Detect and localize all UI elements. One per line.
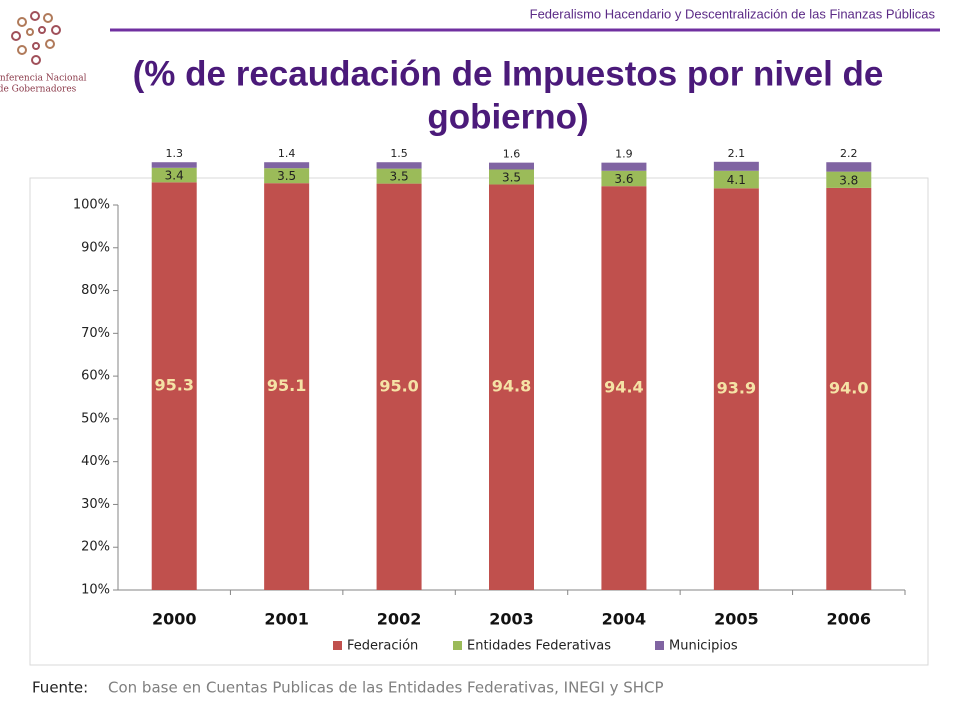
y-tick-label: 10% bbox=[81, 583, 110, 598]
bar-segment bbox=[826, 162, 872, 172]
bar-segment bbox=[151, 182, 197, 591]
legend-label: Entidades Federativas bbox=[467, 639, 611, 654]
data-label: 3.5 bbox=[390, 170, 409, 184]
bar-segment bbox=[713, 170, 759, 189]
bar-segment bbox=[376, 162, 422, 169]
chart: 10% 20% 30% 40% 50% 60% 70% 80% 90% 100% 2000 95.3 3… bbox=[73, 147, 906, 654]
x-tick-label: 2003 bbox=[489, 610, 534, 629]
logo-text: de Gobernadores bbox=[0, 85, 77, 95]
y-tick-label: 50% bbox=[81, 411, 110, 426]
logo-dot bbox=[32, 42, 40, 50]
y-tick-label: 60% bbox=[81, 369, 110, 384]
y-tick-label: 70% bbox=[81, 326, 110, 341]
bar-segment bbox=[489, 169, 534, 185]
data-label: 1.4 bbox=[278, 147, 296, 160]
bar-segment bbox=[826, 187, 872, 590]
footer-text: Con base en Cuentas Publicas de las Enti… bbox=[108, 679, 664, 697]
y-tick-label: 40% bbox=[81, 454, 110, 469]
data-label: 94.0 bbox=[829, 378, 868, 397]
y-tick-label: 30% bbox=[81, 497, 110, 512]
data-label: 95.0 bbox=[379, 376, 418, 395]
data-label: 93.9 bbox=[717, 379, 756, 398]
bar-segment bbox=[151, 167, 197, 183]
logo-text: Conferencia Nacional bbox=[0, 74, 87, 84]
bar-segment bbox=[376, 168, 422, 184]
title: (% de recaudación de Impuestos por nivel… bbox=[133, 54, 884, 93]
bar-segment bbox=[601, 170, 647, 187]
x-tick-label: 2005 bbox=[714, 610, 759, 629]
data-label: 3.6 bbox=[614, 172, 633, 186]
y-tick-label: 80% bbox=[81, 283, 110, 298]
logo-dot bbox=[26, 28, 34, 36]
x-tick-label: 2004 bbox=[602, 610, 647, 629]
top-note: Federalismo Hacendario y Descentralizaci… bbox=[530, 6, 936, 21]
bar-segment bbox=[264, 168, 310, 184]
bar-segment bbox=[489, 162, 534, 170]
legend-swatch bbox=[333, 641, 342, 650]
bar-segment bbox=[264, 162, 310, 169]
data-label: 95.3 bbox=[154, 376, 193, 395]
data-label: 2.2 bbox=[840, 147, 858, 160]
data-label: 3.8 bbox=[839, 173, 858, 187]
y-tick-label: 100% bbox=[73, 198, 110, 213]
x-tick-label: 2000 bbox=[152, 610, 197, 629]
x-tick-label: 2006 bbox=[827, 610, 872, 629]
data-label: 1.6 bbox=[503, 148, 521, 161]
logo-dot bbox=[11, 31, 21, 41]
bar-segment bbox=[713, 161, 759, 171]
legend-swatch bbox=[453, 641, 462, 650]
data-label: 3.5 bbox=[502, 170, 521, 184]
data-label: 1.5 bbox=[390, 147, 408, 160]
data-label: 94.4 bbox=[604, 378, 643, 397]
y-tick-label: 90% bbox=[81, 240, 110, 255]
logo-dot bbox=[30, 11, 40, 21]
data-label: 4.1 bbox=[727, 173, 746, 187]
bar-segment bbox=[601, 162, 647, 171]
y-tick-label: 20% bbox=[81, 540, 110, 555]
bar-segment bbox=[601, 186, 647, 590]
logo-dot bbox=[31, 55, 41, 65]
footer-label: Fuente: bbox=[32, 679, 88, 697]
logo-dot bbox=[45, 39, 55, 49]
data-label: 3.5 bbox=[277, 169, 296, 183]
bar-segment bbox=[376, 183, 422, 590]
logo: Conferencia Nacional de Gobernadores bbox=[0, 11, 87, 95]
logo-dot bbox=[43, 13, 53, 23]
data-label: 1.3 bbox=[165, 147, 183, 160]
bar-segment bbox=[151, 162, 197, 168]
x-tick-label: 2002 bbox=[377, 610, 422, 629]
logo-dot bbox=[51, 25, 61, 35]
data-label: 94.8 bbox=[492, 377, 531, 396]
legend-label: Federación bbox=[347, 639, 418, 654]
data-label: 95.1 bbox=[267, 376, 306, 395]
bar-segment bbox=[489, 184, 534, 590]
x-tick-label: 2001 bbox=[264, 610, 309, 629]
logo-dot bbox=[38, 26, 46, 34]
bar-segment bbox=[264, 183, 310, 590]
bar-segment bbox=[826, 171, 872, 188]
logo-dot bbox=[17, 45, 27, 55]
data-label: 2.1 bbox=[728, 147, 746, 160]
title: gobierno) bbox=[427, 97, 588, 136]
legend-swatch bbox=[655, 641, 664, 650]
bar-segment bbox=[713, 188, 759, 591]
data-label: 3.4 bbox=[165, 169, 184, 183]
data-label: 1.9 bbox=[615, 148, 633, 161]
legend-label: Municipios bbox=[669, 639, 738, 654]
logo-dot bbox=[17, 17, 27, 27]
